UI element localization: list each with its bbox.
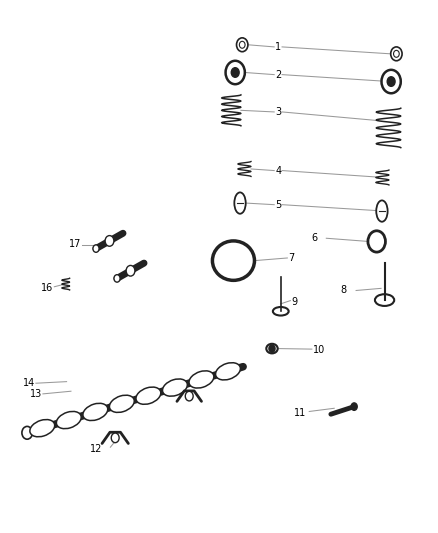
Ellipse shape: [30, 419, 55, 437]
Text: 16: 16: [41, 284, 53, 293]
Circle shape: [105, 236, 114, 246]
Text: 7: 7: [288, 253, 294, 263]
Ellipse shape: [57, 411, 81, 429]
Ellipse shape: [83, 403, 108, 421]
Text: 3: 3: [275, 107, 281, 117]
Text: 14: 14: [23, 378, 35, 388]
Text: 17: 17: [69, 239, 81, 248]
Circle shape: [185, 391, 193, 401]
Text: 1: 1: [275, 42, 281, 52]
Circle shape: [381, 70, 401, 93]
Text: 10: 10: [313, 345, 325, 354]
Ellipse shape: [136, 387, 161, 405]
Circle shape: [351, 403, 357, 410]
Circle shape: [269, 345, 275, 352]
Circle shape: [226, 61, 245, 84]
Circle shape: [387, 77, 395, 86]
Ellipse shape: [110, 395, 134, 413]
Text: 9: 9: [291, 297, 297, 307]
Text: 2: 2: [275, 70, 281, 79]
Text: 11: 11: [293, 408, 306, 418]
Text: 12: 12: [90, 445, 102, 454]
Circle shape: [126, 265, 135, 276]
Ellipse shape: [189, 371, 214, 388]
Text: 6: 6: [311, 233, 317, 243]
Text: 13: 13: [30, 389, 42, 399]
Circle shape: [231, 68, 239, 77]
Ellipse shape: [266, 344, 278, 353]
Ellipse shape: [273, 307, 289, 316]
Text: 4: 4: [275, 166, 281, 175]
Text: 8: 8: [341, 286, 347, 295]
Circle shape: [22, 426, 32, 439]
Ellipse shape: [215, 363, 240, 380]
Circle shape: [114, 274, 120, 282]
Circle shape: [93, 245, 99, 252]
Text: 5: 5: [275, 200, 281, 209]
Circle shape: [111, 433, 119, 442]
Ellipse shape: [375, 294, 394, 306]
Ellipse shape: [162, 379, 187, 396]
